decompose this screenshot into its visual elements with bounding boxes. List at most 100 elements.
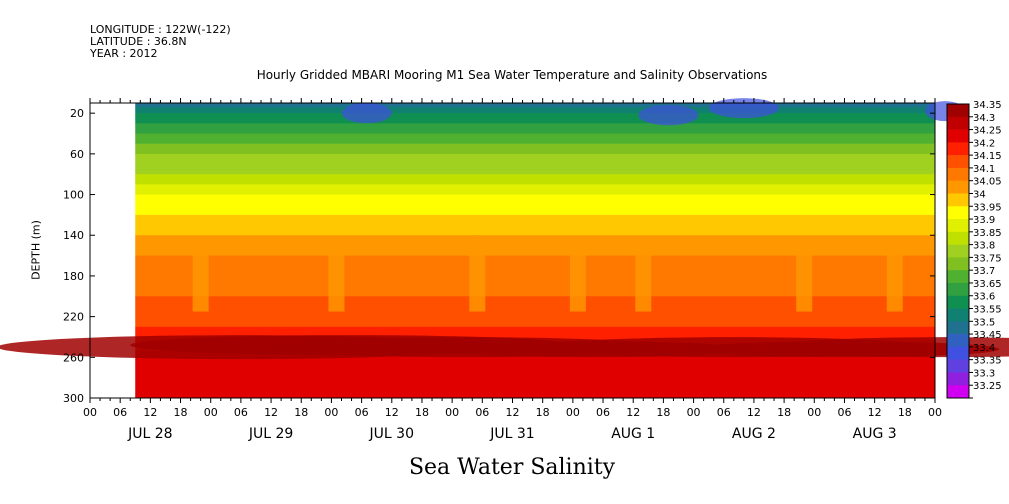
intrusion	[192, 245, 209, 312]
salinity-band	[135, 204, 936, 208]
salinity-band	[135, 294, 936, 297]
salinity-band	[135, 288, 936, 291]
salinity-band	[135, 111, 936, 114]
colorbar-label: 33.25	[973, 381, 1002, 392]
salinity-band	[135, 241, 936, 244]
salinity-band	[135, 332, 936, 336]
salinity-band	[135, 320, 936, 324]
day-label: AUG 3	[853, 426, 897, 442]
colorbar-swatch	[947, 334, 969, 348]
x-hour-label: 00	[204, 406, 218, 419]
salinity-band	[135, 251, 936, 255]
salinity-band	[135, 369, 936, 373]
colorbar-label: 33.75	[973, 253, 1002, 264]
salinity-band	[135, 143, 936, 147]
salinity-band	[135, 381, 936, 385]
salinity-band	[135, 269, 936, 273]
intrusion	[796, 250, 813, 312]
x-hour-label: 00	[566, 406, 580, 419]
salinity-band	[135, 322, 936, 326]
salinity-band	[135, 174, 936, 177]
x-hour-label: 00	[83, 406, 97, 419]
colorbar-label: 33.65	[973, 279, 1002, 290]
colorbar-swatch	[947, 372, 969, 386]
x-hour-label: 18	[777, 406, 791, 419]
salinity-band	[135, 214, 936, 218]
x-hour-label: 00	[807, 406, 821, 419]
salinity-band	[135, 125, 936, 128]
intrusion	[569, 245, 586, 312]
salinity-band	[135, 385, 936, 389]
x-hour-label: 12	[506, 406, 520, 419]
salinity-band	[135, 168, 936, 171]
salinity-band	[135, 267, 936, 271]
x-hour-label: 18	[415, 406, 429, 419]
y-tick-label: 260	[63, 351, 84, 364]
salinity-band	[135, 280, 936, 283]
colorbar-swatch	[947, 257, 969, 271]
salinity-band	[135, 282, 936, 285]
salinity-band	[135, 107, 936, 110]
colorbar-swatch	[947, 193, 969, 207]
salinity-band	[135, 245, 936, 248]
x-hour-label: 18	[656, 406, 670, 419]
salinity-band	[135, 367, 936, 371]
x-hour-label: 00	[324, 406, 338, 419]
salinity-band	[135, 365, 936, 368]
salinity-band	[135, 109, 936, 112]
salinity-band	[135, 271, 936, 275]
salinity-band	[135, 292, 936, 295]
salinity-band	[135, 255, 936, 259]
colorbar-label: 34.25	[973, 126, 1002, 137]
salinity-band	[135, 273, 936, 277]
day-label: JUL 31	[489, 426, 534, 442]
colorbar-swatch	[947, 385, 969, 399]
colorbar-swatch	[947, 308, 969, 322]
colorbar-label: 33.9	[973, 215, 995, 226]
x-hour-label: 06	[837, 406, 851, 419]
salinity-band	[135, 127, 936, 130]
salinity-band	[135, 330, 936, 334]
salinity-band	[135, 249, 936, 253]
colorbar-label: 33.45	[973, 330, 1002, 341]
salinity-band	[135, 377, 936, 381]
salinity-band	[135, 239, 936, 242]
salinity-band	[135, 379, 936, 383]
salinity-band	[135, 141, 936, 145]
x-hour-label: 18	[898, 406, 912, 419]
x-hour-label: 12	[747, 406, 761, 419]
x-hour-label: 06	[717, 406, 731, 419]
salinity-band	[135, 176, 936, 179]
salinity-band	[135, 231, 936, 234]
colorbar-swatch	[947, 321, 969, 335]
x-hour-label: 18	[174, 406, 188, 419]
salinity-band	[135, 310, 936, 314]
salinity-band	[135, 221, 936, 224]
colorbar-swatch	[947, 129, 969, 143]
colorbar-label: 33.85	[973, 228, 1002, 239]
salinity-band	[135, 182, 936, 185]
salinity-band	[135, 117, 936, 120]
y-tick-label: 100	[63, 189, 84, 202]
colorbar-label: 33.5	[973, 317, 995, 328]
salinity-band	[135, 391, 936, 395]
salinity-band	[135, 284, 936, 287]
salinity-band	[135, 159, 936, 163]
salinity-band	[135, 137, 936, 141]
colorbar-swatch	[947, 142, 969, 156]
salinity-band	[135, 371, 936, 375]
colorbar-label: 33.8	[973, 241, 995, 252]
x-hour-label: 18	[536, 406, 550, 419]
salinity-band	[135, 131, 936, 135]
salinity-band	[135, 324, 936, 328]
salinity-band	[135, 286, 936, 289]
fresh-patch	[638, 105, 699, 126]
salinity-band	[135, 300, 936, 303]
colorbar-label: 34.05	[973, 177, 1002, 188]
salinity-band	[135, 359, 936, 362]
salinity-band	[135, 229, 936, 232]
salinity-band	[135, 361, 936, 364]
chart-title: Hourly Gridded MBARI Mooring M1 Sea Wate…	[256, 68, 768, 82]
salinity-band	[135, 139, 936, 143]
